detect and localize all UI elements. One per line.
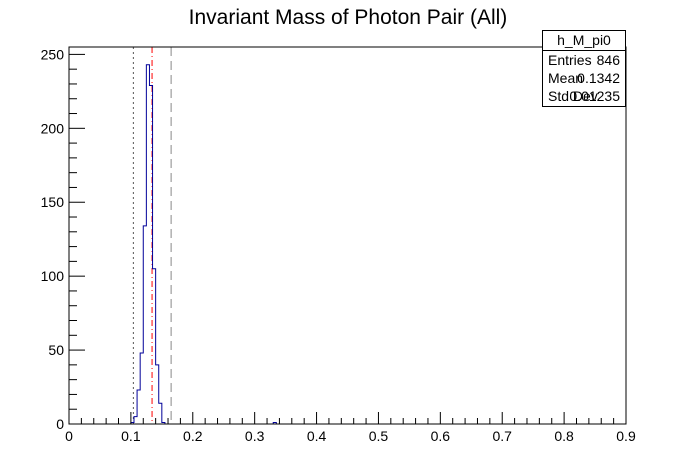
- y-axis: 0 50 100 150 200 250: [41, 46, 85, 432]
- x-tick-label: 0.2: [183, 428, 203, 444]
- chart-title: Invariant Mass of Photon Pair (All): [189, 6, 508, 29]
- y-tick-label: 200: [41, 120, 65, 136]
- histogram-bin: [153, 269, 156, 424]
- x-tick-label: 0.5: [369, 428, 389, 444]
- x-tick-label: 0.4: [307, 428, 327, 444]
- y-tick-label: 50: [48, 342, 64, 358]
- y-tick-label: 150: [41, 194, 65, 210]
- histogram-bin: [159, 403, 162, 424]
- y-tick-label: 100: [41, 268, 65, 284]
- stats-value: 0.1342: [577, 70, 620, 86]
- stats-box: h_M_pi0 Entries 846 Mean 0.1342 Std Dev …: [542, 30, 626, 107]
- histogram-bin: [134, 417, 137, 424]
- x-tick-label: 0.3: [245, 428, 265, 444]
- x-tick-label: 0.8: [554, 428, 574, 444]
- histogram-bin: [143, 226, 146, 424]
- x-tick-label: 0: [65, 428, 73, 444]
- x-axis: 0 0.1 0.2 0.3 0.4 0.5 0.6 0.7 0.8 0.9: [65, 412, 636, 444]
- stats-row-entries: Entries 846: [543, 51, 625, 69]
- stats-label: Entries: [548, 52, 592, 68]
- x-tick-label: 0.1: [121, 428, 141, 444]
- stats-value: 846: [596, 52, 620, 68]
- x-tick-label: 0.9: [616, 428, 636, 444]
- stats-value: 0.01235: [569, 88, 620, 104]
- marker-lines: [132, 47, 172, 424]
- histogram-bin: [156, 365, 159, 424]
- y-tick-label: 0: [56, 416, 64, 432]
- y-tick-label: 250: [41, 46, 65, 62]
- stats-histogram-name: h_M_pi0: [543, 31, 625, 51]
- stats-row-stddev: Std Dev 0.01235: [543, 87, 625, 105]
- x-tick-label: 0.7: [492, 428, 512, 444]
- stats-label: Mean: [548, 70, 584, 86]
- histogram-bin: [146, 65, 149, 424]
- x-tick-label: 0.6: [431, 428, 451, 444]
- plot-frame: [68, 46, 627, 425]
- histogram-outline: [69, 64, 286, 425]
- histogram-bin: [137, 390, 140, 424]
- histogram-bin: [149, 85, 152, 424]
- histogram-series: [69, 64, 286, 425]
- histogram-bin: [140, 353, 143, 424]
- stats-row-mean: Mean 0.1342: [543, 69, 625, 87]
- axes: [68, 46, 627, 425]
- stats-label: Std Dev: [548, 88, 598, 104]
